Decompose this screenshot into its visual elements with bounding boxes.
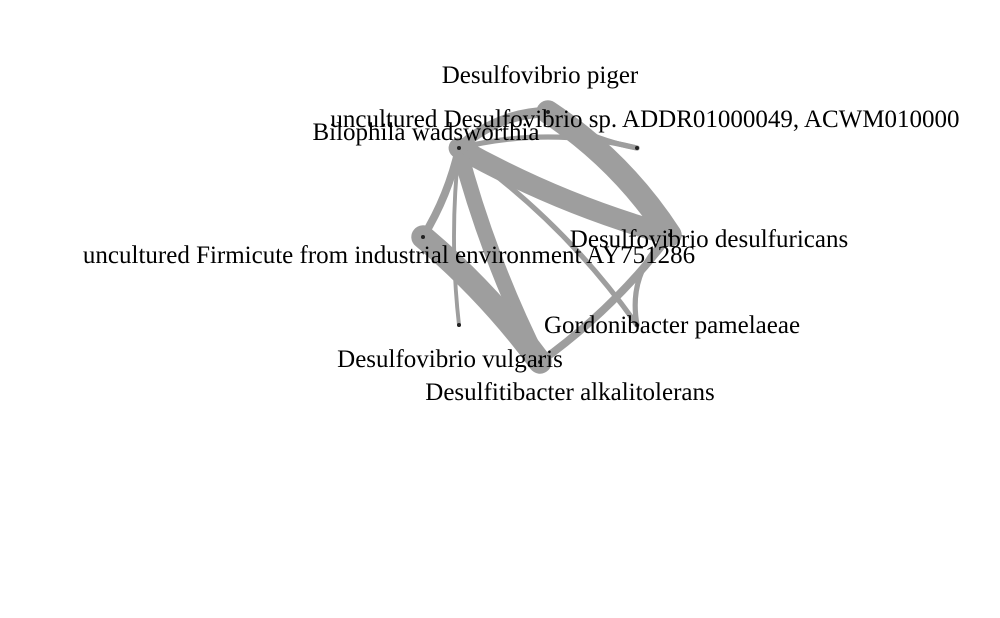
- edge-bilophila-gordoni: [452, 146, 461, 327]
- node-label-gordoni: Gordonibacter pamelaeae: [544, 312, 800, 339]
- node-desulfuricans: [668, 233, 672, 237]
- node-label-vulgaris: Desulfovibrio vulgaris: [337, 346, 563, 373]
- node-piger: [546, 110, 550, 114]
- node-desulfiti: [538, 360, 542, 364]
- labels-layer: Desulfovibrio piger uncultured Desulfovib…: [83, 62, 960, 406]
- node-label-firmicute: uncultured Firmicute from industrial env…: [83, 242, 695, 269]
- node-label-desulfiti: Desulfitibacter alkalitolerans: [425, 379, 714, 406]
- node-bilophila: [457, 146, 461, 150]
- edge-desulfuricans-desulfiti: [536, 231, 674, 366]
- node-label-piger: Desulfovibrio piger: [442, 62, 639, 89]
- node-label-desulfuricans: Desulfovibrio desulfuricans: [570, 226, 848, 253]
- node-firmicute: [421, 235, 425, 239]
- node-vulgaris: [635, 323, 639, 327]
- edge-desulfuricans-vulgaris: [632, 232, 673, 328]
- edge-firmicute-desulfiti: [411, 225, 552, 374]
- node-unc_desulfo: [635, 146, 639, 150]
- edge-bilophila-desulfuricans: [448, 137, 681, 246]
- node-gordoni: [457, 323, 461, 327]
- node-label-unc_desulfo: uncultured Desulfovibrio sp. ADDR0100004…: [330, 106, 959, 133]
- edges-layer: [411, 100, 682, 374]
- nodes-layer: [421, 110, 672, 364]
- edge-piger-unc_desulfo: [545, 109, 640, 151]
- node-label-bilophila: Bilophila wadsworthia: [312, 119, 539, 146]
